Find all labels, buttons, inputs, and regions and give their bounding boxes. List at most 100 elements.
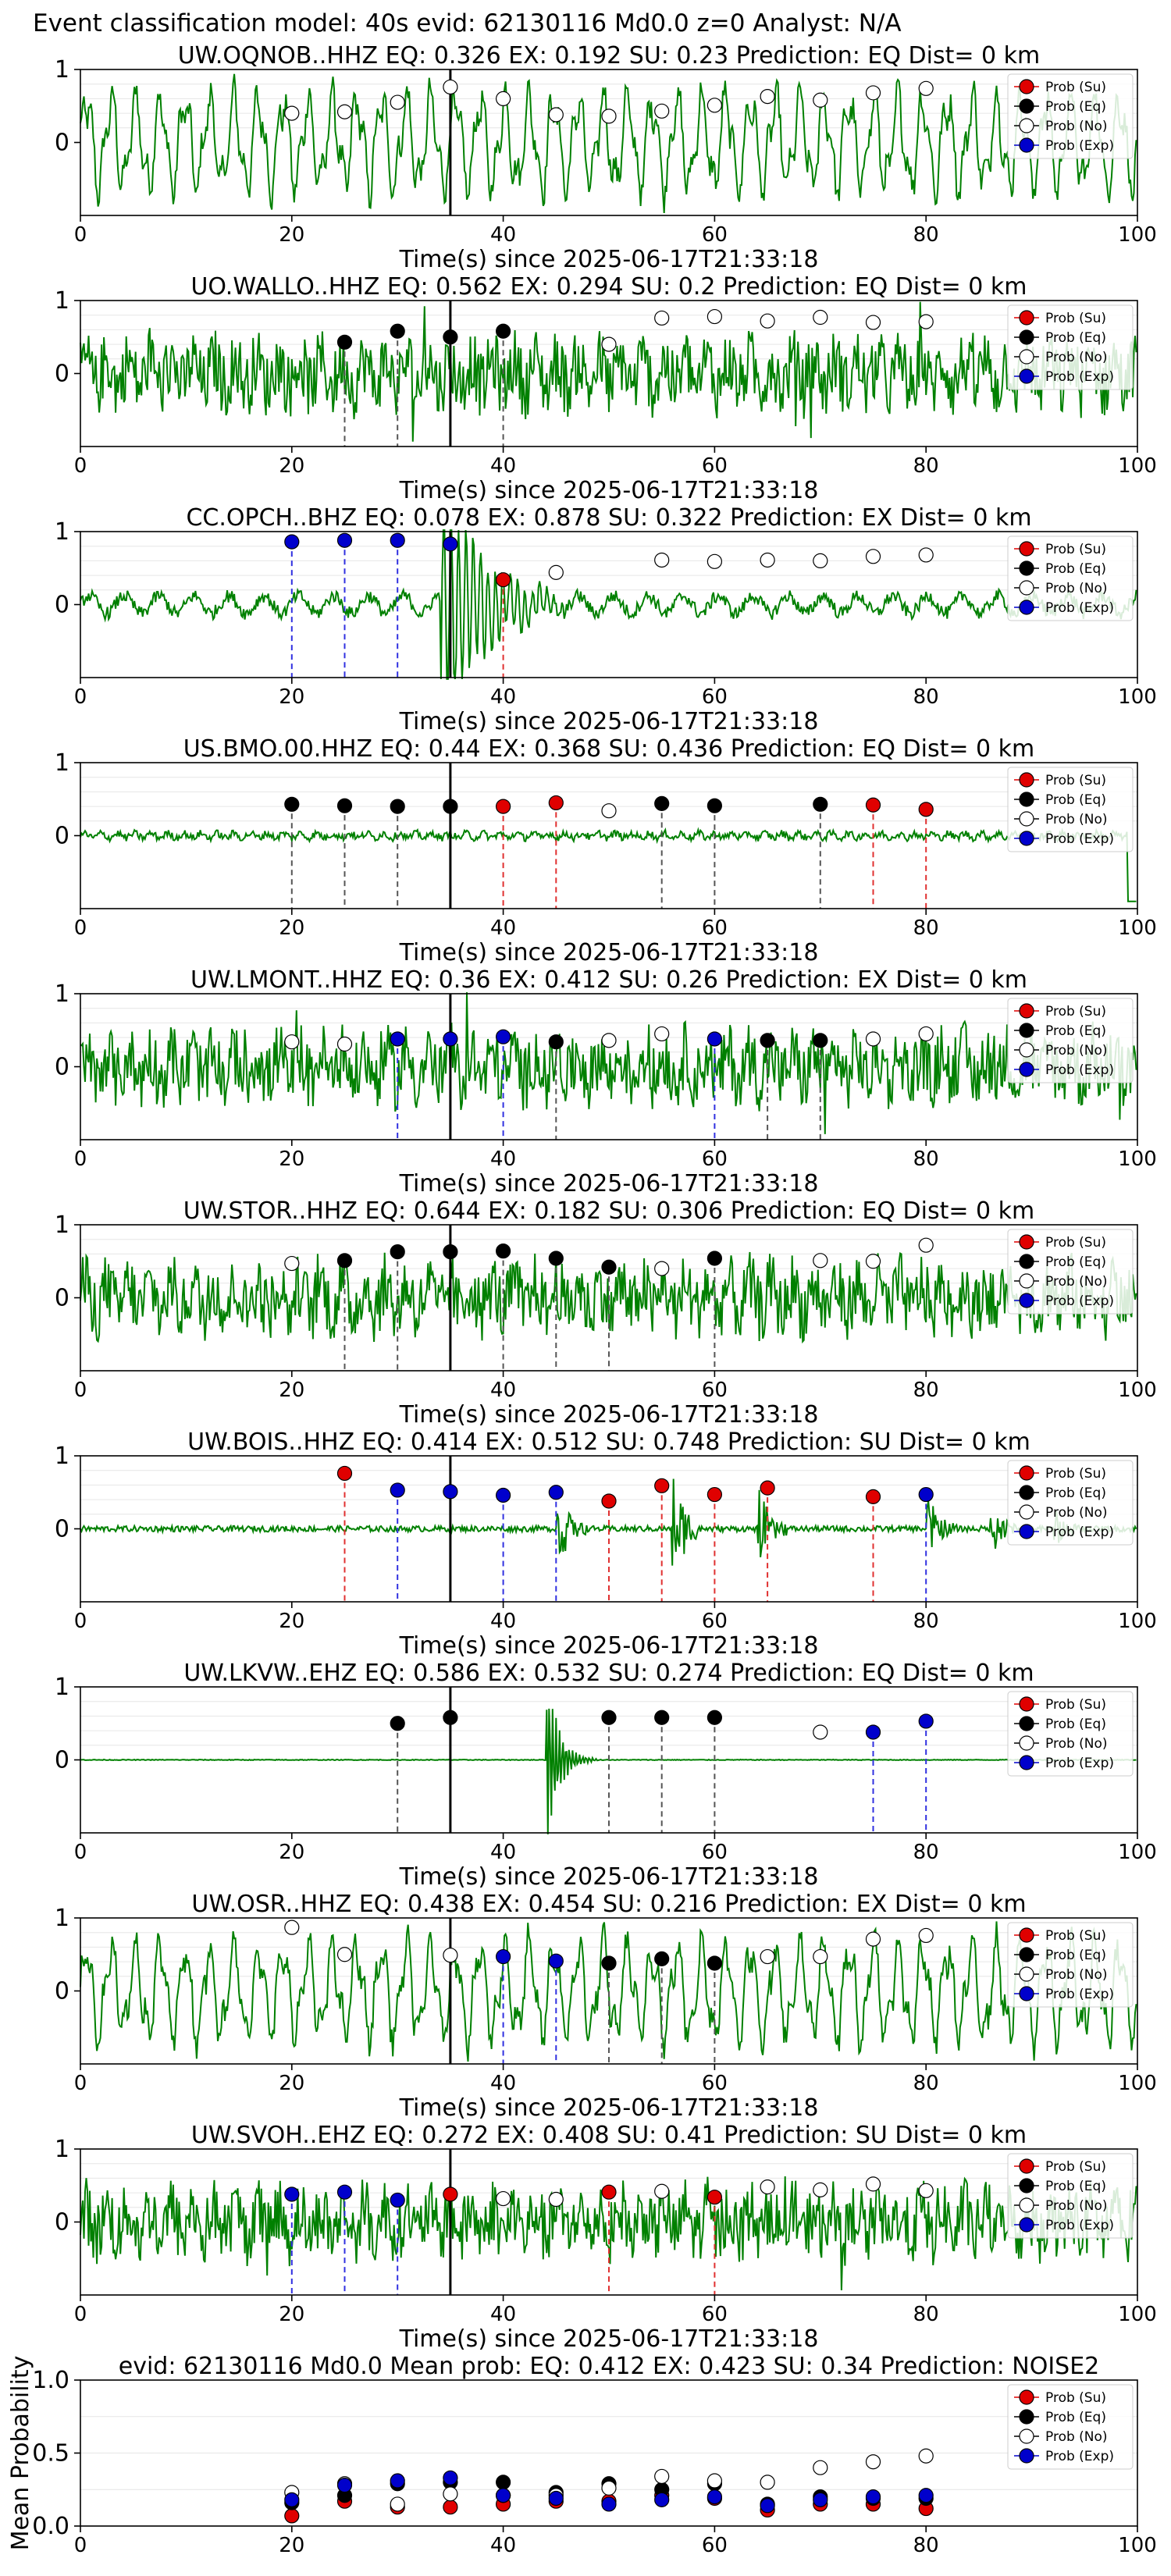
legend-label: Prob (Su) (1045, 2390, 1106, 2406)
probability-point-exp (390, 2192, 405, 2208)
legend-label: Prob (No) (1045, 1043, 1108, 1059)
legend-label: Prob (Su) (1045, 1466, 1106, 1482)
legend-marker-no (1019, 1735, 1034, 1751)
station-panel: UW.OSR..HHZ EQ: 0.438 EX: 0.454 SU: 0.21… (55, 1891, 1157, 2122)
probability-point-no (548, 107, 564, 123)
legend-label: Prob (Su) (1045, 1004, 1106, 1019)
mean-point-eq (495, 2475, 511, 2490)
probability-point-no (443, 1948, 458, 1963)
probability-point-eq (390, 1716, 405, 1731)
y-tick-label: 1 (55, 1674, 69, 1701)
x-tick-label: 40 (490, 1841, 516, 1864)
probability-point-eq (760, 1033, 775, 1048)
legend-marker-eq (1019, 1485, 1034, 1500)
x-tick-label: 40 (490, 2303, 516, 2326)
mean-point-exp (707, 2489, 723, 2505)
legend-marker-no (1019, 118, 1034, 133)
station-panel: CC.OPCH..BHZ EQ: 0.078 EX: 0.878 SU: 0.3… (55, 504, 1157, 735)
x-axis-label: Time(s) since 2025-06-17T21:33:18 (399, 2325, 819, 2353)
probability-point-eq (336, 334, 353, 350)
x-tick-label: 40 (490, 1147, 516, 1171)
x-tick-label: 0 (74, 685, 87, 709)
panel-title: UW.SVOH..EHZ EQ: 0.272 EX: 0.408 SU: 0.4… (191, 2122, 1027, 2149)
x-axis-label: Time(s) since 2025-06-17T21:33:18 (399, 939, 819, 966)
legend-marker-exp (1019, 368, 1034, 384)
legend-marker-no (1019, 349, 1034, 365)
x-tick-label: 60 (702, 1147, 728, 1171)
probability-point-no (865, 549, 881, 564)
probability-point-eq (548, 1034, 564, 1050)
x-tick-label: 0 (74, 916, 87, 940)
probability-point-no (918, 2183, 934, 2198)
probability-point-no (654, 1261, 670, 1276)
legend-label: Prob (No) (1045, 1967, 1108, 1983)
legend-marker-su (1019, 1465, 1034, 1481)
axes-frame (80, 531, 1138, 678)
probability-point-su (865, 797, 881, 813)
legend-label: Prob (Exp) (1045, 1987, 1114, 2002)
x-tick-label: 80 (913, 1841, 939, 1864)
legend-label: Prob (No) (1045, 1505, 1108, 1521)
probability-point-no (760, 313, 775, 329)
probability-point-exp (284, 2186, 300, 2202)
probability-point-no (654, 103, 670, 119)
probability-point-eq (813, 1033, 828, 1048)
y-tick-label: 0 (55, 1978, 69, 2005)
legend-label: Prob (Eq) (1045, 1948, 1106, 1963)
legend-marker-exp (1019, 1062, 1034, 1077)
x-tick-label: 0 (74, 2072, 87, 2095)
probability-point-exp (336, 2184, 353, 2200)
probability-point-no (654, 310, 670, 326)
x-tick-label: 40 (490, 685, 516, 709)
y-tick-label: 1 (55, 287, 69, 315)
panel-title: UW.OQNOB..HHZ EQ: 0.326 EX: 0.192 SU: 0.… (178, 42, 1041, 69)
probability-point-su (495, 572, 511, 588)
legend-marker-no (1019, 1504, 1034, 1520)
probability-point-no (918, 1026, 934, 1042)
probability-point-no (443, 79, 458, 95)
probability-point-exp (390, 532, 405, 548)
probability-point-exp (336, 532, 353, 548)
probability-point-eq (654, 1710, 670, 1725)
mean-point-no (707, 2473, 723, 2489)
probability-point-no (918, 1237, 934, 1253)
probability-point-eq (654, 1951, 670, 1966)
x-tick-label: 40 (490, 454, 516, 478)
probability-point-exp (495, 1948, 511, 1965)
legend-box (1007, 2153, 1134, 2239)
legend-marker-no (1019, 1042, 1034, 1058)
probability-point-no (336, 1036, 353, 1052)
legend-label: Prob (No) (1045, 1274, 1108, 1290)
probability-point-no (813, 309, 828, 326)
probability-point-su (918, 802, 934, 817)
y-tick-label: 0.5 (32, 2440, 69, 2467)
y-tick-label: 1 (55, 749, 69, 777)
x-tick-label: 60 (702, 1610, 728, 1633)
probability-point-su (601, 2184, 617, 2200)
legend-label: Prob (Exp) (1045, 1062, 1114, 1078)
mean-point-exp (390, 2473, 405, 2489)
legend-marker-exp (1019, 137, 1034, 153)
x-tick-label: 0 (74, 454, 87, 478)
y-tick-label: 1 (55, 980, 69, 1008)
probability-point-su (443, 2186, 458, 2202)
probability-point-no (284, 1920, 300, 1935)
probability-point-no (813, 1948, 828, 1965)
legend-marker-eq (1019, 329, 1034, 345)
panel-title: US.BMO.00.HHZ EQ: 0.44 EX: 0.368 SU: 0.4… (183, 735, 1035, 763)
legend-marker-su (1019, 79, 1034, 94)
mean-point-no (390, 2496, 405, 2512)
x-tick-label: 0 (74, 1610, 87, 1633)
probability-point-eq (443, 1710, 458, 1725)
probability-point-no (707, 553, 723, 569)
y-tick-label: 1 (55, 1905, 69, 1932)
x-tick-label: 80 (913, 685, 939, 709)
legend-marker-eq (1019, 792, 1034, 807)
x-tick-label: 100 (1118, 685, 1157, 709)
mean-probability-panel: evid: 62130116 Md0.0 Mean prob: EQ: 0.41… (7, 2353, 1157, 2557)
panel-title: UW.LKVW..EHZ EQ: 0.586 EX: 0.532 SU: 0.2… (183, 1660, 1034, 1687)
probability-point-no (865, 1254, 881, 1269)
legend-marker-eq (1019, 1947, 1034, 1962)
x-tick-label: 20 (279, 223, 304, 247)
